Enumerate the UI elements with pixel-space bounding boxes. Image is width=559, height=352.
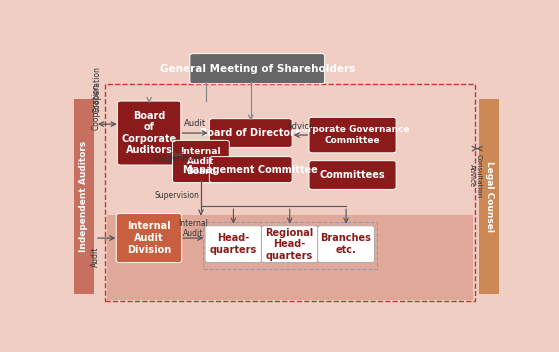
Text: Supervision: Supervision	[155, 191, 200, 200]
Text: Cooperation: Cooperation	[93, 66, 102, 113]
Text: Internal
Audit
Division: Internal Audit Division	[127, 221, 171, 254]
Text: Head-
quarters: Head- quarters	[210, 233, 257, 255]
Text: Consultation
Advice: Consultation Advice	[468, 154, 481, 198]
FancyBboxPatch shape	[210, 119, 292, 147]
FancyBboxPatch shape	[190, 54, 325, 84]
Text: Legal Counsel: Legal Counsel	[485, 161, 494, 232]
Text: Committees: Committees	[320, 170, 385, 180]
Text: Advice: Advice	[286, 122, 315, 131]
Bar	[479, 99, 499, 294]
Text: Corporate Governance
Committee: Corporate Governance Committee	[295, 125, 410, 145]
FancyBboxPatch shape	[210, 157, 292, 183]
Bar	[74, 99, 94, 294]
FancyBboxPatch shape	[309, 117, 396, 153]
Text: Internal
Audit: Internal Audit	[178, 219, 209, 238]
FancyBboxPatch shape	[116, 214, 182, 263]
Text: General Meeting of Shareholders: General Meeting of Shareholders	[160, 64, 355, 74]
FancyBboxPatch shape	[205, 226, 262, 263]
Bar	[106, 84, 475, 301]
Bar	[107, 215, 473, 300]
Text: Audit: Audit	[184, 119, 206, 128]
FancyBboxPatch shape	[262, 226, 318, 263]
Text: Board of Directors: Board of Directors	[201, 128, 301, 138]
Text: Audit: Audit	[91, 247, 101, 267]
Text: Cooperation: Cooperation	[153, 154, 200, 163]
FancyBboxPatch shape	[318, 226, 375, 263]
FancyBboxPatch shape	[117, 101, 181, 165]
Text: Cooperation: Cooperation	[91, 83, 101, 130]
Text: Branches
etc.: Branches etc.	[321, 233, 372, 255]
Text: Regional
Head-
quarters: Regional Head- quarters	[266, 227, 314, 261]
Text: Independent Auditors: Independent Auditors	[79, 141, 88, 252]
Text: Board
of
Corporate
Auditors: Board of Corporate Auditors	[122, 111, 177, 156]
FancyBboxPatch shape	[173, 140, 229, 183]
FancyBboxPatch shape	[309, 161, 396, 189]
Text: Internal
Audit
Board: Internal Audit Board	[181, 146, 221, 176]
Text: Management Committee: Management Committee	[183, 165, 318, 175]
Bar	[203, 222, 377, 269]
